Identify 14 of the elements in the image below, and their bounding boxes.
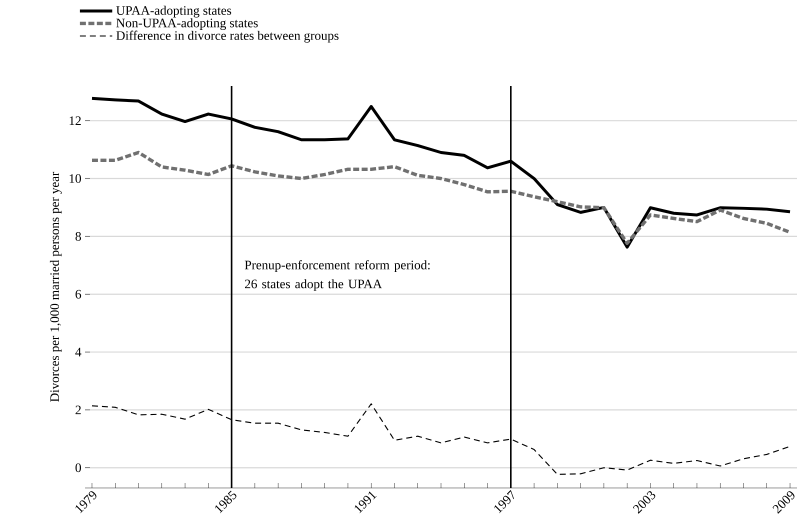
y-tick-label: 6 [76, 290, 82, 299]
line-series [90, 150, 792, 246]
x-tick-label: 1991 [354, 491, 377, 514]
annotation: Prenup-enforcement reform period: 26 states adopt the UPAA [244, 260, 430, 291]
y-tick-label: 4 [75, 348, 82, 356]
legend-label: Difference in divorce rates between groups [116, 30, 339, 43]
legend-label: UPAA-adopting states [116, 6, 232, 18]
y-tick-label: 0 [76, 463, 81, 472]
y-tick-label: 10 [70, 174, 81, 183]
y-axis-title: Divorces per 1,000 married persons per year [50, 172, 62, 402]
y-tick-label: 12 [70, 116, 81, 125]
y-tick-label: 2 [76, 406, 81, 414]
y-tick-label: 8 [76, 232, 81, 241]
legend-label: Non-UPAA-adopting states [116, 18, 258, 30]
